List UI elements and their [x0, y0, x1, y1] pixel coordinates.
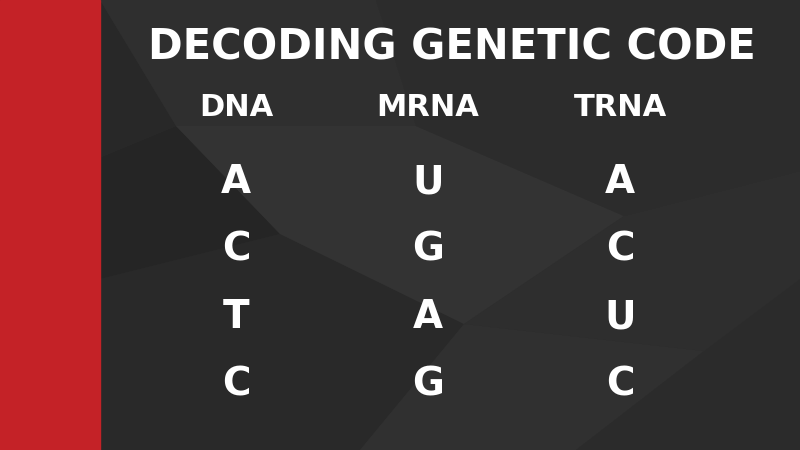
Text: DECODING GENETIC CODE: DECODING GENETIC CODE	[148, 26, 756, 68]
Bar	[0, 0, 100, 450]
Text: DNA: DNA	[199, 94, 273, 122]
Text: C: C	[222, 231, 250, 269]
Text: T: T	[222, 298, 250, 336]
Polygon shape	[176, 126, 624, 324]
Text: A: A	[413, 298, 443, 336]
Text: C: C	[606, 231, 634, 269]
Polygon shape	[576, 279, 800, 450]
Polygon shape	[100, 0, 416, 126]
Polygon shape	[100, 0, 176, 158]
Text: A: A	[221, 163, 251, 201]
Text: C: C	[222, 366, 250, 404]
Text: G: G	[412, 366, 444, 404]
Text: G: G	[412, 231, 444, 269]
Text: U: U	[412, 163, 444, 201]
Text: TRNA: TRNA	[574, 94, 666, 122]
Polygon shape	[100, 234, 464, 450]
Polygon shape	[100, 126, 280, 279]
Polygon shape	[464, 171, 800, 351]
Polygon shape	[376, 0, 800, 216]
Text: MRNA: MRNA	[377, 94, 479, 122]
Polygon shape	[360, 324, 704, 450]
Text: A: A	[605, 163, 635, 201]
Text: U: U	[604, 298, 636, 336]
Text: C: C	[606, 366, 634, 404]
